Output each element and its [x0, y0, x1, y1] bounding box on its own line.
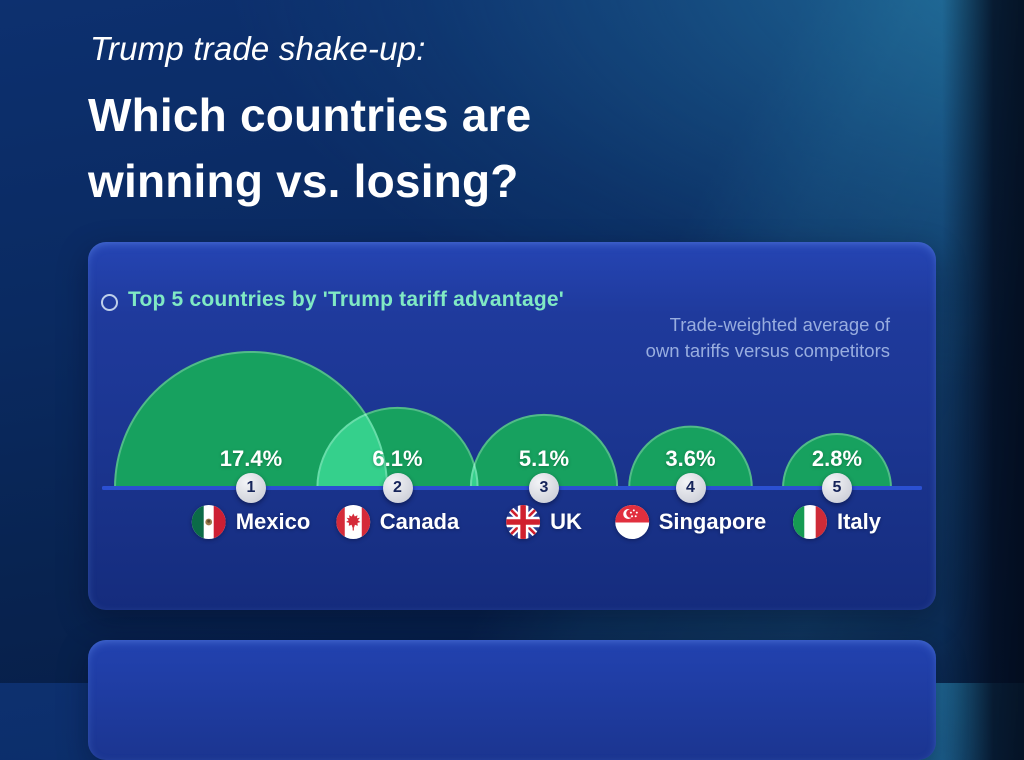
- bubble-value-label: 17.4%: [219, 446, 283, 471]
- page-title-line1: Which countries are: [88, 89, 532, 141]
- bubble-value-label: 6.1%: [372, 446, 423, 471]
- country-name: Canada: [379, 509, 460, 534]
- panel-note-line2: own tariffs versus competitors: [645, 340, 890, 361]
- panel-note-line1: Trade-weighted average of: [669, 314, 890, 335]
- country-label-group: Mexico: [191, 505, 311, 539]
- rank-badge: 3: [529, 473, 559, 503]
- bubble-value-label: 2.8%: [811, 446, 863, 471]
- panel-note: Trade-weighted average of own tariffs ver…: [646, 312, 890, 364]
- uk-flag-icon: [506, 505, 541, 539]
- country-label-group: Singapore: [614, 505, 767, 539]
- mexico-flag-icon: [191, 505, 226, 539]
- page-title: Which countries are winning vs. losing?: [88, 82, 531, 214]
- rank-badge: 1: [236, 473, 266, 503]
- singapore-flag-icon: [614, 505, 649, 539]
- canada-flag-icon: [335, 505, 370, 539]
- rank-badge: 5: [822, 473, 852, 503]
- tariff-advantage-panel: Top 5 countries by 'Trump tariff advanta…: [88, 242, 936, 610]
- italy-flag-icon: [792, 505, 827, 539]
- rank-badge: 4: [675, 473, 706, 503]
- panel-heading: Top 5 countries by 'Trump tariff advanta…: [128, 288, 564, 311]
- uk-flag-icon: [506, 505, 541, 539]
- kicker-title: Trump trade shake-up:: [90, 30, 426, 67]
- mexico-flag-icon: [191, 505, 226, 539]
- country-name: Italy: [836, 509, 882, 534]
- bullet-ring-icon: [101, 294, 118, 311]
- country-name: Mexico: [235, 509, 311, 534]
- country-label-group: UK: [506, 505, 582, 539]
- bubble-chart: 17.4% 1 Mexico 6.1% 2 Canada 5.1% 3 UK 3.6%…: [88, 242, 936, 610]
- country-label-group: Canada: [335, 505, 460, 539]
- country-name: UK: [550, 509, 582, 534]
- italy-flag-icon: [792, 505, 827, 539]
- canada-flag-icon: [335, 505, 370, 539]
- next-panel-partial: [88, 640, 936, 760]
- bubble-value-label: 5.1%: [518, 446, 570, 471]
- bubble-value-label: 3.6%: [665, 446, 716, 471]
- country-name: Singapore: [658, 509, 767, 534]
- rank-badge: 2: [382, 473, 413, 503]
- page-title-line2: winning vs. losing?: [88, 155, 519, 207]
- singapore-flag-icon: [614, 505, 649, 539]
- country-label-group: Italy: [792, 505, 882, 539]
- bubble-chart-canvas: [102, 351, 922, 490]
